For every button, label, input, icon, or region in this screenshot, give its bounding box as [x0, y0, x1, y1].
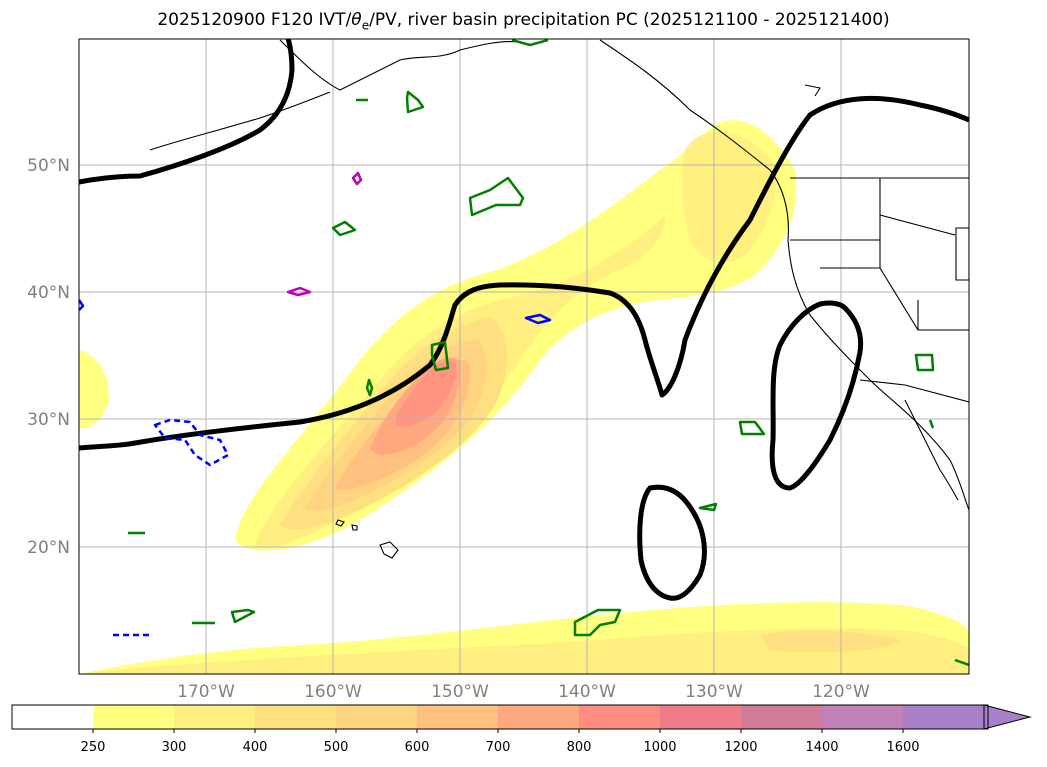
coastlines [149, 39, 969, 559]
lon-tick-label: 140°W [558, 682, 616, 702]
colorbar-segment [255, 705, 337, 729]
colorbar-segment [579, 705, 661, 729]
lat-tick-label: 40°N [27, 283, 70, 303]
colorbar-segment [174, 705, 256, 729]
lon-tick-label: 160°W [304, 682, 362, 702]
colorbar: 250 300 400 500 600 700 800 1000 1200 1400 1600 [11, 704, 1032, 755]
colorbar-segment [498, 705, 580, 729]
colorbar-tick-label: 400 [243, 740, 268, 755]
map-title: 2025120900 F120 IVT/θe/PV, river basin p… [157, 10, 890, 33]
map-frame [78, 38, 970, 675]
colorbar-segment [660, 705, 742, 729]
lat-tick-label: 50°N [27, 156, 70, 176]
lon-tick-label: 150°W [431, 682, 489, 702]
graticule [79, 39, 969, 674]
lon-tick-label: 170°W [177, 682, 235, 702]
colorbar-segment [12, 705, 94, 729]
precip-pc-contours [79, 39, 969, 667]
colorbar-segment [822, 705, 904, 729]
colorbar-tick-label: 1400 [805, 740, 838, 755]
colorbar-extend-arrow [983, 704, 1032, 730]
colorbar-segment [417, 705, 499, 729]
colorbar-tick-label: 1000 [643, 740, 676, 755]
lat-tick-label: 30°N [27, 410, 70, 430]
colorbar-tick-label: 800 [567, 740, 592, 755]
colorbar-segment [336, 705, 418, 729]
lon-tick-label: 130°W [685, 682, 743, 702]
colorbar-tick-label: 500 [324, 740, 349, 755]
colorbar-tick-label: 1600 [886, 740, 919, 755]
colorbar-frame [11, 704, 989, 730]
colorbar-tick-label: 1200 [724, 740, 757, 755]
lat-tick-labels: 50°N 40°N 30°N 20°N [27, 156, 70, 558]
colorbar-segment [903, 705, 985, 729]
colorbar-tick-label: 600 [405, 740, 430, 755]
colorbar-tick-label: 700 [486, 740, 511, 755]
lon-tick-labels: 170°W 160°W 150°W 140°W 130°W 120°W [177, 682, 870, 702]
pv-contours [79, 39, 969, 601]
colorbar-tick-label: 300 [162, 740, 187, 755]
lat-tick-label: 20°N [27, 538, 70, 558]
colorbar-segment [93, 705, 175, 729]
lon-tick-label: 120°W [812, 682, 870, 702]
colorbar-tick-label: 250 [81, 740, 106, 755]
colorbar-segment [741, 705, 823, 729]
